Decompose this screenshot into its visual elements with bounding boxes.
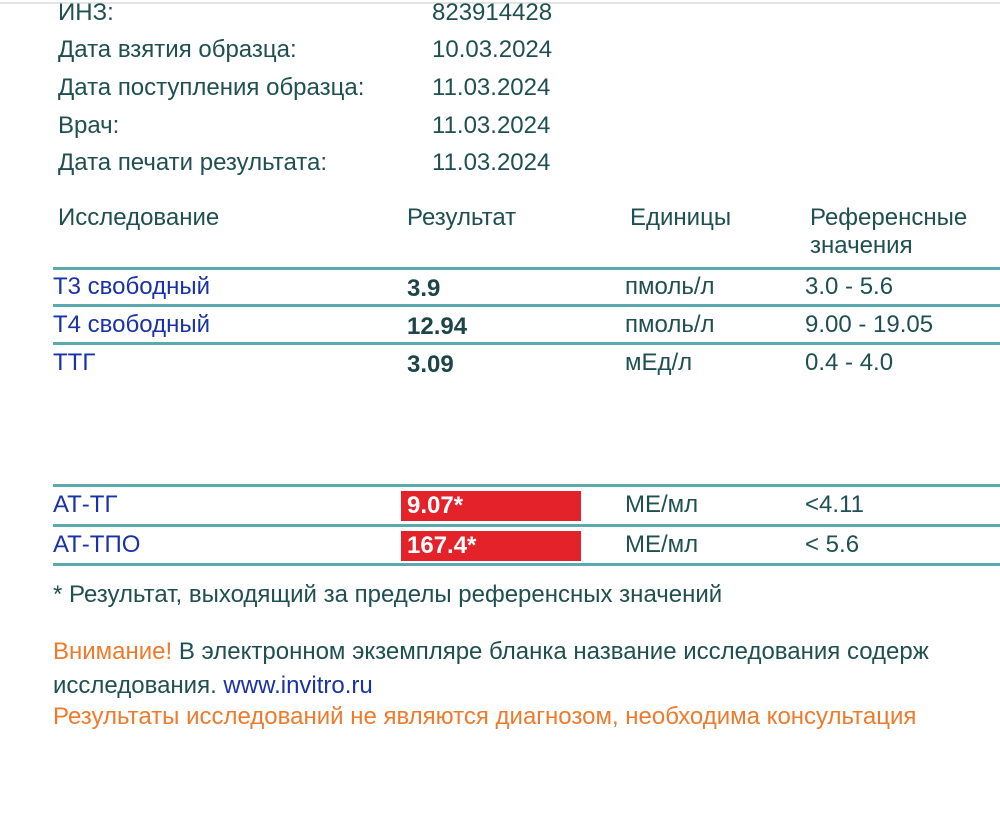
test-units: мЕд/л [625, 349, 693, 376]
notice-text-cont: исследования. [53, 672, 224, 699]
test-reference: < 5.6 [805, 531, 860, 558]
header-units: Единицы [630, 204, 732, 231]
test-reference: <4.11 [805, 491, 864, 518]
row-divider [53, 563, 1000, 566]
header-result: Результат [407, 204, 517, 231]
test-units: МЕ/мл [625, 531, 699, 558]
test-result-flagged: 167.4* [401, 531, 581, 561]
test-result-flagged: 9.07* [401, 491, 581, 521]
row-divider [53, 267, 1000, 270]
header-reference: Референсные [810, 204, 968, 231]
test-name: АТ-ТПО [53, 531, 141, 558]
info-label: Дата печати результата: [58, 149, 328, 176]
invitro-link[interactable]: www.invitro.ru [223, 672, 373, 699]
header-reference-cont: значения [810, 232, 913, 259]
test-name: ТТГ [53, 349, 96, 376]
notice-text: В электронном экземпляре бланка название… [172, 638, 929, 665]
test-name: АТ-ТГ [53, 491, 118, 518]
row-divider [53, 484, 1000, 487]
attention-label: Внимание! [53, 638, 173, 665]
info-value: 11.03.2024 [432, 149, 551, 176]
info-label: Дата взятия образца: [58, 36, 297, 63]
test-reference: 9.00 - 19.05 [805, 311, 934, 338]
test-name: Т4 свободный [53, 311, 210, 338]
row-divider [53, 304, 1000, 307]
info-label: ИНЗ: [58, 0, 114, 26]
test-result: 3.9 [407, 275, 441, 302]
row-divider [53, 524, 1000, 527]
info-label: Дата поступления образца: [58, 74, 365, 101]
header-test: Исследование [58, 204, 220, 231]
test-units: пмоль/л [625, 311, 715, 338]
info-value: 11.03.2024 [432, 74, 551, 101]
info-value: 823914428 [432, 0, 553, 26]
info-value: 10.03.2024 [432, 36, 553, 63]
row-divider [53, 342, 1000, 345]
disclaimer: Результаты исследований не являются диаг… [53, 703, 917, 730]
test-units: МЕ/мл [625, 491, 699, 518]
test-result: 3.09 [407, 351, 454, 378]
test-name: Т3 свободный [53, 273, 210, 300]
test-reference: 0.4 - 4.0 [805, 349, 894, 376]
test-units: пмоль/л [625, 273, 715, 300]
test-result: 12.94 [407, 313, 468, 340]
footnote: * Результат, выходящий за пределы рефере… [53, 581, 723, 608]
info-label: Врач: [58, 112, 120, 139]
info-value: 11.03.2024 [432, 112, 551, 139]
top-border [0, 2, 1000, 4]
test-reference: 3.0 - 5.6 [805, 273, 894, 300]
